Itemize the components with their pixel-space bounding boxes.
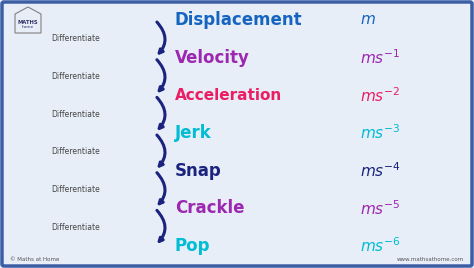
Text: Differentiate: Differentiate (51, 185, 100, 194)
FancyBboxPatch shape (2, 2, 472, 266)
Text: © Maths at Home: © Maths at Home (10, 257, 59, 262)
Text: Differentiate: Differentiate (51, 34, 100, 43)
Text: Pop: Pop (175, 237, 210, 255)
Text: $\mathit{ms}^{-4}$: $\mathit{ms}^{-4}$ (360, 161, 401, 180)
Text: Differentiate: Differentiate (51, 223, 100, 232)
Text: Jerk: Jerk (175, 124, 212, 142)
Text: Snap: Snap (175, 162, 222, 180)
Text: Crackle: Crackle (175, 199, 245, 217)
Text: www.mathsathome.com: www.mathsathome.com (397, 257, 464, 262)
Text: MATHS: MATHS (18, 20, 38, 24)
Text: Velocity: Velocity (175, 49, 250, 67)
Text: $\mathit{m}$: $\mathit{m}$ (360, 13, 376, 28)
Text: $\mathit{ms}^{-6}$: $\mathit{ms}^{-6}$ (360, 237, 401, 255)
Text: $\mathit{ms}^{-2}$: $\mathit{ms}^{-2}$ (360, 86, 400, 105)
Text: $\mathit{ms}^{-3}$: $\mathit{ms}^{-3}$ (360, 124, 401, 142)
Text: home: home (22, 25, 34, 29)
Text: Displacement: Displacement (175, 11, 302, 29)
Text: $\mathit{ms}^{-1}$: $\mathit{ms}^{-1}$ (360, 48, 400, 67)
Text: Acceleration: Acceleration (175, 88, 282, 103)
Text: Differentiate: Differentiate (51, 147, 100, 156)
Text: $\mathit{ms}^{-5}$: $\mathit{ms}^{-5}$ (360, 199, 400, 218)
Text: Differentiate: Differentiate (51, 110, 100, 119)
Text: Differentiate: Differentiate (51, 72, 100, 81)
